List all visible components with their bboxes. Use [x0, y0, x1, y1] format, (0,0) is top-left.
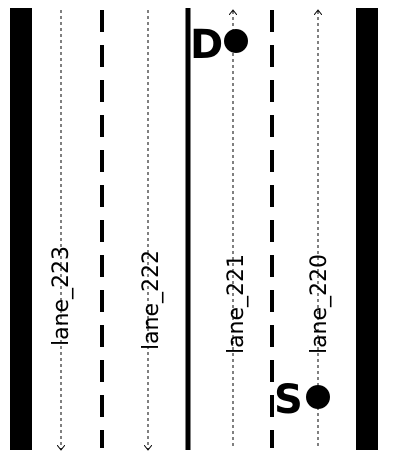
- destination-letter: D: [190, 22, 223, 68]
- lane-label-220: lane_220: [307, 254, 332, 354]
- lane-label-221: lane_221: [224, 254, 249, 354]
- lane-label-223: lane_223: [49, 246, 74, 346]
- start-letter: S: [274, 377, 303, 423]
- left-road-edge: [10, 8, 32, 450]
- start-dot: [306, 385, 330, 409]
- lane-label-222: lane_222: [139, 250, 164, 350]
- destination-dot: [224, 29, 248, 53]
- right-road-edge: [356, 8, 378, 450]
